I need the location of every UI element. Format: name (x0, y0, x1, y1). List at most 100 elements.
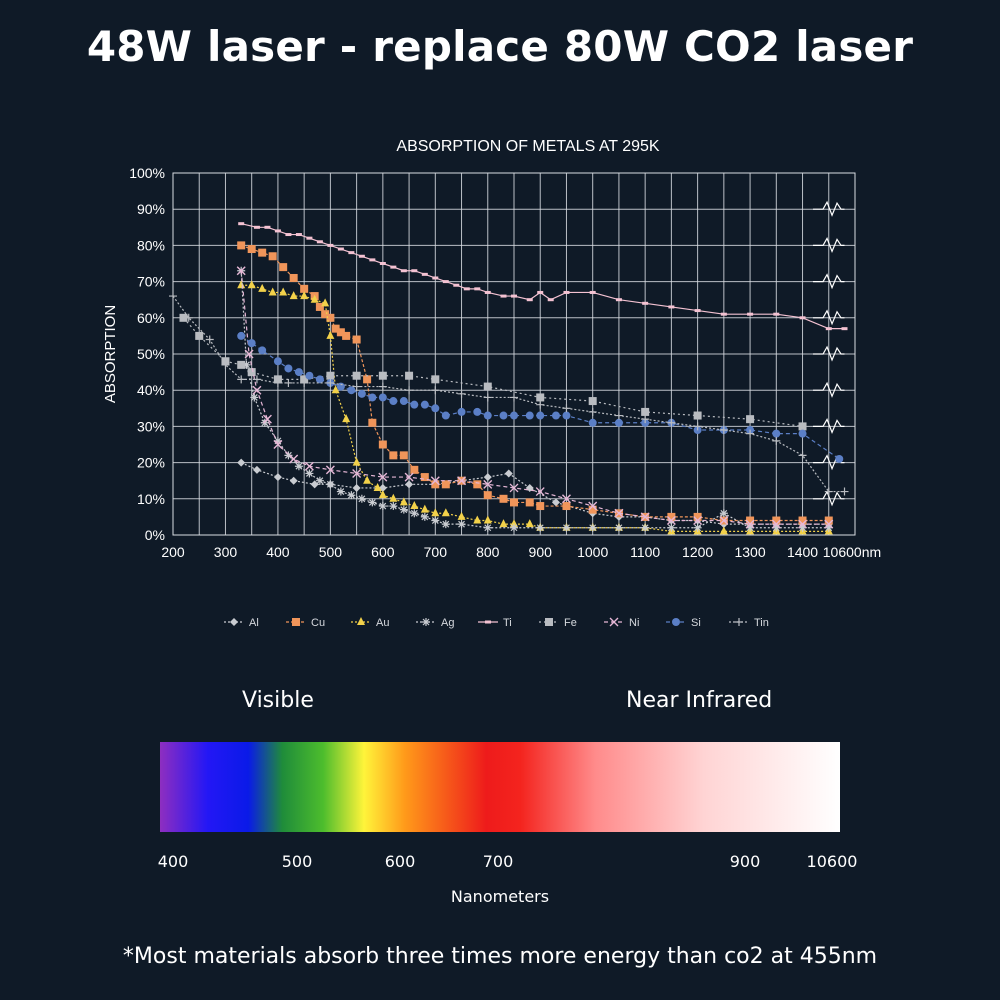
y-tick-label: 20% (137, 455, 165, 471)
x-tick-label: 400 (266, 544, 290, 560)
spectrum-tick: 900 (729, 852, 761, 871)
data-point (420, 400, 429, 409)
data-point (798, 429, 807, 438)
data-point (772, 436, 781, 445)
data-point (253, 225, 260, 229)
data-point (195, 331, 204, 340)
data-point (562, 523, 571, 532)
data-point (457, 407, 466, 416)
legend-label: Cu (311, 617, 325, 629)
data-point (483, 479, 493, 489)
data-point (389, 502, 398, 511)
data-point (746, 516, 755, 525)
data-point (799, 316, 806, 320)
data-point (551, 411, 560, 420)
series-ni (236, 266, 834, 529)
data-point (294, 368, 303, 377)
data-point (378, 393, 387, 402)
data-point (666, 516, 676, 526)
data-point (563, 290, 570, 294)
data-point (545, 618, 553, 626)
series-ti (238, 222, 848, 331)
data-point (268, 252, 277, 261)
data-point (562, 411, 571, 420)
data-point (399, 497, 408, 506)
data-point (798, 422, 807, 431)
data-point (457, 476, 467, 486)
legend-item: Tin (729, 617, 769, 629)
data-point (431, 480, 440, 489)
series-fe (179, 313, 807, 431)
data-point (536, 502, 545, 511)
data-point (772, 523, 781, 532)
data-point (510, 498, 518, 507)
data-point (289, 273, 298, 282)
data-point (642, 301, 649, 305)
data-point (525, 411, 534, 420)
data-point (358, 254, 365, 258)
data-point (535, 487, 545, 497)
data-point (510, 393, 518, 402)
data-point (289, 454, 299, 464)
data-point (442, 280, 449, 284)
data-point (237, 375, 246, 384)
data-point (473, 480, 482, 489)
data-point (798, 523, 807, 532)
data-point (331, 385, 340, 394)
x-tick-label: 300 (214, 544, 238, 560)
legend-label: Ag (441, 617, 454, 629)
data-point (615, 298, 622, 302)
spectrum-tick: 400 (157, 852, 189, 871)
axis-break-mark (813, 418, 845, 435)
data-point (432, 276, 439, 280)
series-line (183, 317, 803, 427)
data-point (273, 378, 282, 387)
data-point (719, 516, 729, 526)
data-point (588, 418, 597, 427)
y-tick-label: 40% (137, 382, 165, 398)
data-point (457, 520, 466, 529)
data-point (483, 523, 492, 532)
data-point (735, 618, 743, 626)
data-point (537, 290, 544, 294)
data-point (431, 404, 440, 413)
data-point (614, 418, 623, 427)
legend-item: Ni (604, 617, 639, 629)
data-point (348, 251, 355, 255)
data-point (304, 461, 314, 471)
data-point (640, 512, 650, 522)
data-point (668, 305, 675, 309)
y-tick-label: 90% (137, 201, 165, 217)
data-point (746, 429, 755, 438)
data-point (247, 368, 256, 377)
data-point (457, 511, 466, 520)
data-point (357, 389, 366, 398)
spectrum-gradient-bar (160, 742, 840, 832)
data-point (399, 505, 408, 514)
data-point (536, 393, 545, 402)
data-point (798, 451, 807, 460)
x-tick-label: 1200 (682, 544, 713, 560)
data-point (300, 378, 309, 387)
data-point (378, 490, 387, 499)
data-point (824, 516, 833, 525)
data-point (441, 480, 450, 489)
data-point (798, 516, 807, 525)
data-point (305, 469, 314, 478)
series-line (240, 270, 829, 529)
data-point (300, 284, 309, 293)
data-point (169, 292, 177, 301)
axis-break-mark (813, 309, 845, 326)
data-point (258, 283, 267, 292)
data-point (247, 245, 256, 254)
data-point (562, 502, 571, 511)
data-point (509, 483, 519, 493)
data-point (236, 266, 246, 276)
data-point (500, 294, 507, 298)
data-point (292, 618, 300, 626)
data-point (368, 418, 377, 427)
data-point (430, 476, 440, 486)
data-point (378, 440, 387, 449)
data-point (389, 397, 398, 406)
data-point (247, 339, 256, 348)
